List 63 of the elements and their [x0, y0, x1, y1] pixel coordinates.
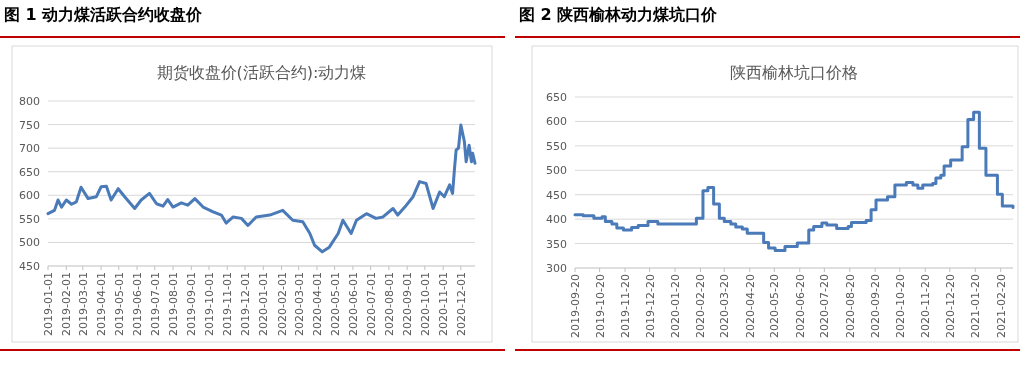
- y-tick-label: 650: [19, 165, 40, 179]
- y-tick-label: 300: [546, 262, 567, 275]
- x-tick-label: 2020-07-01: [364, 272, 378, 336]
- y-tick-label: 600: [546, 115, 567, 129]
- x-tick-label: 2019-12-01: [238, 272, 252, 336]
- x-tick-label: 2020-02-20: [694, 274, 708, 338]
- y-tick-label: 650: [546, 91, 567, 104]
- y-tick-label: 550: [546, 139, 567, 153]
- x-tick-label: 2020-06-20: [793, 274, 807, 338]
- chart-subtitle: 陕西榆林坑口价格: [730, 63, 858, 82]
- x-tick-label: 2020-08-20: [843, 274, 857, 338]
- x-tick-label: 2020-07-20: [818, 274, 832, 338]
- x-tick-label: 2019-11-20: [619, 274, 633, 338]
- x-tick-label: 2020-12-01: [454, 272, 468, 336]
- x-tick-label: 2019-10-01: [203, 272, 217, 336]
- y-tick-label: 750: [19, 118, 40, 132]
- line-series: [46, 123, 477, 254]
- x-tick-label: 2020-01-20: [669, 274, 683, 338]
- y-tick-label: 700: [19, 142, 40, 156]
- x-tick-label: 2020-12-20: [943, 274, 957, 338]
- x-tick-label: 2019-08-01: [167, 272, 181, 336]
- x-tick-label: 2020-05-20: [768, 274, 782, 338]
- x-tick-label: 2020-04-01: [310, 272, 324, 336]
- x-tick-label: 2019-01-01: [42, 272, 55, 336]
- x-tick-label: 2020-05-01: [328, 272, 342, 336]
- y-tick-label: 450: [19, 260, 40, 273]
- chart-title: 图 1 动力煤活跃合约收盘价: [4, 5, 204, 24]
- y-tick-label: 500: [19, 236, 40, 250]
- x-tick-label: 2020-06-01: [346, 272, 360, 336]
- y-tick-label: 500: [546, 164, 567, 178]
- x-tick-label: 2019-03-01: [76, 272, 90, 336]
- x-tick-label: 2020-08-01: [382, 272, 396, 336]
- x-tick-label: 2019-02-01: [60, 272, 74, 336]
- x-tick-label: 2019-09-01: [185, 272, 199, 336]
- x-tick-label: 2019-04-01: [95, 272, 109, 336]
- x-tick-label: 2020-10-20: [893, 274, 907, 338]
- y-tick-label: 450: [546, 188, 567, 202]
- x-tick-label: 2019-10-20: [593, 274, 607, 338]
- x-tick-label: 2019-07-01: [148, 272, 162, 336]
- y-tick-label: 550: [19, 212, 40, 226]
- chart-subtitle: 期货收盘价(活跃合约):动力煤: [156, 63, 367, 82]
- x-tick-label: 2021-02-20: [994, 274, 1008, 338]
- x-tick-label: 2020-04-20: [743, 274, 757, 338]
- x-tick-label: 2020-01-01: [257, 272, 271, 336]
- x-tick-label: 2020-11-01: [437, 272, 451, 336]
- chart-title: 图 2 陕西榆林动力煤坑口价: [519, 5, 719, 24]
- y-tick-label: 600: [19, 189, 40, 203]
- y-tick-label: 400: [546, 213, 567, 227]
- x-tick-label: 2019-12-20: [643, 274, 657, 338]
- x-tick-label: 2020-09-01: [401, 272, 415, 336]
- y-tick-label: 350: [546, 237, 567, 251]
- x-tick-label: 2019-11-01: [221, 272, 235, 336]
- x-tick-label: 2020-09-20: [869, 274, 883, 338]
- x-tick-label: 2020-11-20: [919, 274, 933, 338]
- x-tick-label: 2020-02-01: [275, 272, 289, 336]
- x-tick-label: 2020-03-01: [292, 272, 306, 336]
- x-tick-label: 2019-05-01: [112, 272, 126, 336]
- x-tick-label: 2019-06-01: [131, 272, 145, 336]
- x-tick-label: 2020-10-01: [418, 272, 432, 336]
- y-tick-label: 800: [19, 95, 40, 108]
- x-tick-label: 2019-09-20: [569, 274, 582, 338]
- x-tick-label: 2021-01-20: [969, 274, 983, 338]
- x-tick-label: 2020-03-20: [718, 274, 732, 338]
